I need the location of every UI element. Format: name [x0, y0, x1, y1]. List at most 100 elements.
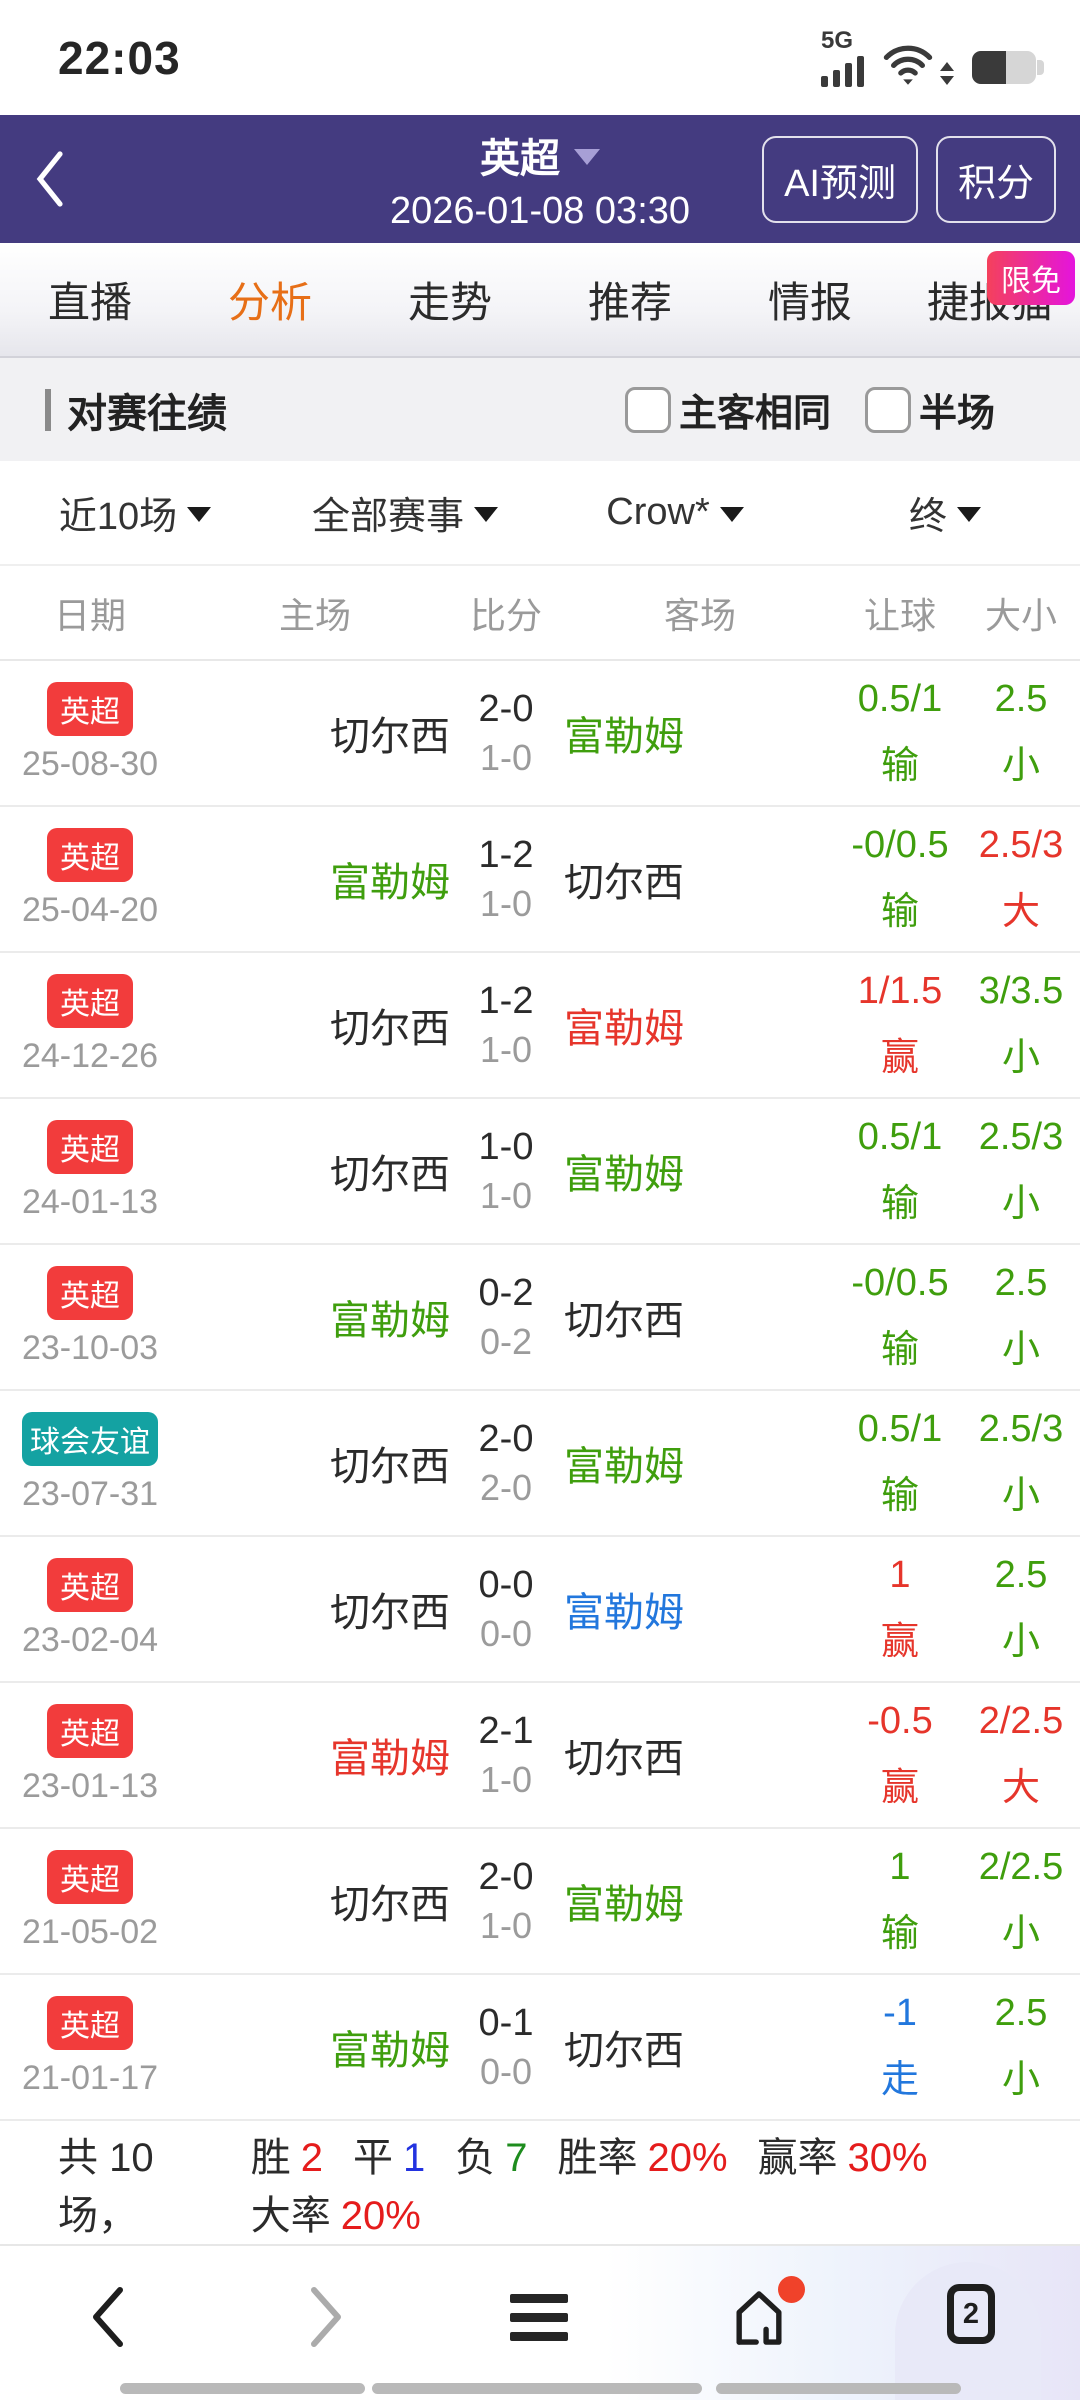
column-header-4: 客场 [663, 594, 736, 636]
over-under-line: 3/3.5 [978, 969, 1064, 1012]
back-icon[interactable] [34, 144, 74, 214]
away-team: 富勒姆 [564, 1445, 684, 1489]
date-cell: 英超 23-10-03 [0, 1266, 180, 1368]
h2h-section-header: 对赛往绩 主客相同 半场 [0, 358, 1080, 461]
match-row[interactable]: 英超 23-10-03 富勒姆 0-2 0-2 切尔西 -0/0.5 输 2.5 小 [0, 1245, 1080, 1391]
full-time-score: 0-2 [478, 1271, 534, 1314]
away-team: 富勒姆 [564, 715, 684, 759]
bottom-nav-bar: 2 [0, 2244, 1080, 2400]
over-under-result: 小 [1001, 1182, 1040, 1225]
over-under-cell: 2.5 小 [962, 1262, 1080, 1373]
match-date: 25-08-30 [21, 745, 159, 783]
match-row[interactable]: 英超 25-08-30 切尔西 2-0 1-0 富勒姆 0.5/1 输 2.5 小 [0, 661, 1080, 807]
section-title: 对赛往绩 [67, 391, 227, 436]
match-row[interactable]: 英超 25-04-20 富勒姆 1-2 1-0 切尔西 -0/0.5 输 2.5/3 大 [0, 807, 1080, 953]
filter-dropdown-3[interactable]: 终 [810, 461, 1080, 564]
home-team: 切尔西 [330, 715, 450, 759]
tabs-button[interactable]: 2 [947, 2284, 995, 2344]
handicap-line: 0.5/1 [857, 1407, 943, 1450]
filter-row: 近10场 全部赛事 Crow* 终 [0, 461, 1080, 566]
section-marker [45, 388, 51, 431]
half-time-score: 1-0 [479, 1174, 533, 1216]
home-icon[interactable] [725, 2276, 805, 2357]
handicap-line: 1 [889, 1553, 911, 1596]
away-team: 切尔西 [564, 2029, 684, 2073]
checkbox-half-time-label[interactable]: 半场 [918, 393, 995, 435]
clock: 22:03 [58, 31, 181, 84]
over-under-line: 2.5 [994, 1261, 1048, 1304]
handicap-line: 0.5/1 [857, 677, 943, 720]
match-row[interactable]: 英超 23-02-04 切尔西 0-0 0-0 富勒姆 1 赢 2.5 小 [0, 1537, 1080, 1683]
bottom-indicator-middle [372, 2383, 702, 2394]
away-team: 富勒姆 [564, 1007, 684, 1051]
tab-分析[interactable]: 分析 [227, 279, 312, 326]
forward-icon[interactable] [306, 2284, 348, 2350]
full-time-score: 2-1 [478, 1709, 534, 1752]
handicap-line: -1 [883, 1991, 917, 2034]
full-time-score: 1-2 [478, 833, 534, 876]
standings-button[interactable]: 积分 [935, 135, 1056, 223]
match-row[interactable]: 英超 21-05-02 切尔西 2-0 1-0 富勒姆 1 输 2/2.5 小 [0, 1829, 1080, 1975]
away-team: 切尔西 [564, 1299, 684, 1343]
summary-stat-value: 1 [402, 2135, 426, 2180]
summary-stat-value: 2 [300, 2135, 323, 2180]
checkbox-same-home-away[interactable] [624, 386, 671, 433]
summary-stat-label: 胜率 [557, 2135, 638, 2180]
home-team: 富勒姆 [330, 1737, 450, 1781]
filter-dropdown-1[interactable]: 全部赛事 [270, 461, 540, 564]
date-cell: 球会友谊 23-07-31 [0, 1412, 180, 1514]
match-row[interactable]: 英超 24-01-13 切尔西 1-0 1-0 富勒姆 0.5/1 输 2.5/3 小 [0, 1099, 1080, 1245]
match-row[interactable]: 英超 23-01-13 富勒姆 2-1 1-0 切尔西 -0.5 赢 2/2.5 大 [0, 1683, 1080, 1829]
handicap-result: 输 [880, 1182, 919, 1225]
away-team: 富勒姆 [564, 1591, 684, 1635]
filter-label: Crow* [606, 491, 710, 533]
handicap-result: 赢 [880, 1766, 919, 1809]
date-cell: 英超 23-01-13 [0, 1704, 180, 1806]
full-time-score: 2-0 [478, 1417, 534, 1460]
checkbox-same-home-away-label[interactable]: 主客相同 [678, 393, 831, 435]
league-badge: 英超 [47, 1266, 133, 1320]
handicap-cell: 0.5/1 输 [838, 1408, 962, 1519]
half-time-score: 0-0 [479, 2050, 533, 2092]
summary-stat-value: 20% [647, 2135, 728, 2180]
over-under-line: 2.5/3 [978, 823, 1064, 866]
match-row[interactable]: 英超 21-01-17 富勒姆 0-1 0-0 切尔西 -1 走 2.5 小 [0, 1975, 1080, 2121]
league-title[interactable]: 英超 [480, 136, 560, 181]
full-time-score: 2-0 [478, 687, 534, 730]
filter-dropdown-0[interactable]: 近10场 [0, 461, 270, 564]
over-under-line: 2.5 [994, 677, 1048, 720]
tab-情报[interactable]: 情报 [767, 279, 852, 326]
menu-icon[interactable] [510, 2294, 568, 2341]
handicap-result: 输 [880, 1328, 919, 1371]
score-cell: 2-0 1-0 [450, 1856, 562, 1947]
over-under-cell: 2.5 小 [962, 1992, 1080, 2103]
handicap-result: 赢 [880, 1620, 919, 1663]
tab-走势[interactable]: 走势 [407, 279, 492, 326]
match-row[interactable]: 球会友谊 23-07-31 切尔西 2-0 2-0 富勒姆 0.5/1 输 2.5/3 小 [0, 1391, 1080, 1537]
handicap-result: 输 [880, 890, 919, 933]
handicap-cell: 1/1.5 赢 [838, 970, 962, 1081]
match-row[interactable]: 英超 24-12-26 切尔西 1-2 1-0 富勒姆 1/1.5 赢 3/3.5 小 [0, 953, 1080, 1099]
score-cell: 1-2 1-0 [450, 980, 562, 1071]
over-under-result: 小 [1001, 1328, 1040, 1371]
tab-直播[interactable]: 直播 [47, 279, 132, 326]
full-time-score: 2-0 [478, 1855, 534, 1898]
tab-count: 2 [962, 2297, 980, 2330]
over-under-line: 2/2.5 [978, 1845, 1064, 1888]
handicap-result: 输 [880, 744, 919, 787]
handicap-result: 赢 [880, 1036, 919, 1079]
tab-推荐[interactable]: 推荐 [587, 279, 672, 326]
checkbox-half-time[interactable] [864, 386, 911, 433]
chevron-down-icon [574, 148, 600, 165]
handicap-result: 输 [880, 1474, 919, 1517]
full-time-score: 1-0 [478, 1125, 534, 1168]
status-bar: 22:03 5G [0, 0, 1080, 115]
filter-dropdown-2[interactable]: Crow* [540, 461, 810, 564]
date-cell: 英超 25-08-30 [0, 682, 180, 784]
back-icon-nav[interactable] [86, 2284, 128, 2350]
ai-predict-button[interactable]: AI预测 [762, 135, 918, 223]
